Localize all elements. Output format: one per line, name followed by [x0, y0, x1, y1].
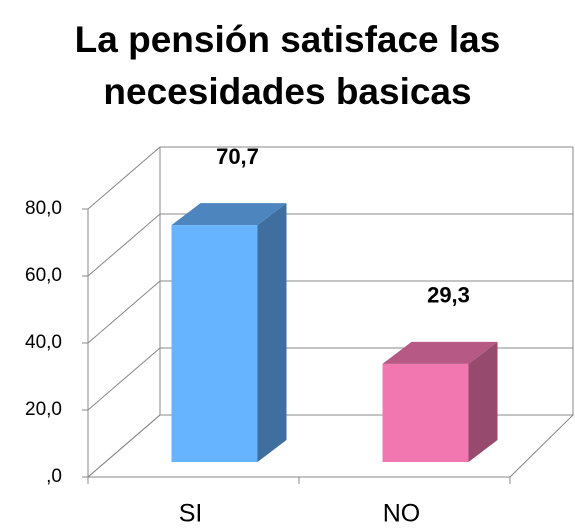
grid-line [87, 213, 573, 277]
y-tick-label: 80,0 [25, 198, 62, 219]
y-tick-label: 20,0 [25, 399, 62, 420]
chart-title: La pensión satisface las necesidades bas… [74, 19, 501, 112]
bar [171, 225, 258, 462]
y-tick-label: 40,0 [25, 332, 62, 353]
bar-top [382, 341, 498, 364]
bar-side [257, 203, 287, 462]
data-label: 70,7 [216, 144, 259, 169]
grid-line [87, 280, 573, 344]
bar [382, 363, 469, 462]
x-tick-label: NO [383, 500, 421, 528]
bar-side [468, 341, 498, 462]
grid-line [87, 146, 573, 210]
x-tick-label: SI [179, 500, 203, 528]
y-tick-label: ,0 [46, 466, 62, 487]
data-label: 29,3 [427, 283, 470, 308]
floor [86, 414, 575, 478]
grid-line [87, 347, 573, 411]
y-tick-label: 60,0 [25, 265, 62, 286]
grid-line [87, 414, 573, 478]
bar-top [171, 203, 287, 226]
